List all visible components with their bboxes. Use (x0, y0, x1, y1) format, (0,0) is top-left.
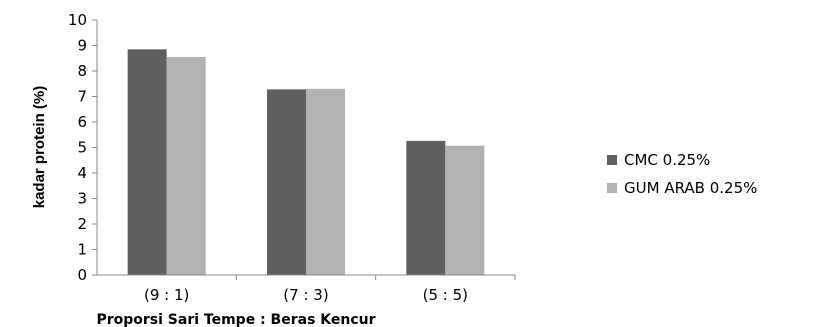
legend-label: CMC 0.25% (624, 151, 710, 169)
y-tick-label: 9 (77, 37, 87, 55)
bar (406, 140, 446, 275)
y-tick-label: 2 (77, 215, 87, 233)
y-tick-label: 4 (77, 164, 87, 182)
y-axis-ticks: 0 1 2 3 4 5 6 7 8 9 10 (68, 11, 97, 284)
bars (127, 49, 485, 276)
x-tick-label: (5 : 5) (423, 286, 468, 304)
bar (306, 88, 345, 275)
legend-swatch (607, 155, 617, 165)
bar (267, 89, 306, 275)
bar (127, 49, 167, 276)
legend-swatch (607, 183, 617, 193)
y-tick-label: 6 (77, 113, 87, 131)
legend-label: GUM ARAB 0.25% (624, 179, 757, 197)
y-tick-label: 0 (77, 266, 87, 284)
bar (445, 145, 485, 275)
x-axis-tick-labels: (9 : 1) (7 : 3) (5 : 5) (144, 275, 516, 304)
legend: CMC 0.25% GUM ARAB 0.25% (607, 151, 757, 197)
y-tick-label: 5 (77, 139, 87, 157)
y-axis-label: kadar protein (%) (31, 86, 48, 209)
x-tick-label: (7 : 3) (283, 286, 328, 304)
bar (166, 56, 206, 275)
y-tick-label: 10 (68, 11, 87, 29)
y-tick-label: 7 (77, 88, 87, 106)
x-tick-label: (9 : 1) (144, 286, 189, 304)
y-tick-label: 3 (77, 190, 87, 208)
x-axis-label: Proporsi Sari Tempe : Beras Kencur (96, 312, 375, 327)
y-tick-label: 8 (77, 62, 87, 80)
y-tick-label: 1 (77, 241, 87, 259)
